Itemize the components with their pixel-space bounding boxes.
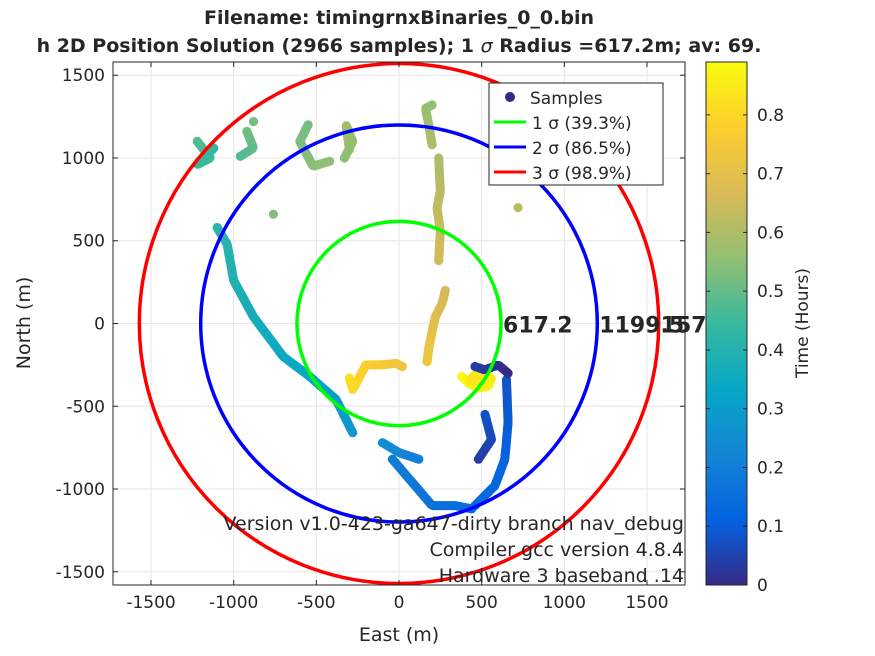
sigma-circle-1 — [295, 219, 503, 428]
y-tick-label: 1500 — [62, 66, 105, 86]
sample-point — [434, 153, 444, 163]
x-tick-label: 1000 — [543, 593, 586, 613]
y-tick-label: -1500 — [56, 563, 105, 583]
sample-point — [503, 368, 513, 378]
y-tick-label: 500 — [73, 232, 105, 252]
subtitle-sigma: σ — [481, 35, 494, 57]
y-tick-label: -1000 — [56, 480, 105, 500]
colorbar-tick-label: 0.8 — [757, 106, 784, 126]
legend-sigma3-label: 3 σ (98.9%) — [532, 164, 632, 184]
x-tick-label: 1500 — [625, 593, 668, 613]
chart-title: Filename: timingrnxBinaries_0_0.bin — [204, 7, 594, 29]
legend-samples-marker — [505, 92, 515, 102]
sample-point — [235, 151, 245, 161]
chart-subtitle: h 2D Position Solution (2966 samples); 1… — [37, 35, 762, 57]
colorbar-tick-label: 0.7 — [757, 165, 784, 185]
colorbar-tick-label: 0.4 — [757, 341, 784, 361]
y-tick-label: 0 — [94, 315, 105, 335]
colorbar — [705, 61, 748, 586]
sample-point — [248, 116, 259, 127]
subtitle-suffix: Radius =617.2m; av: 69. — [493, 35, 762, 57]
sigma-circle-label-1: 617.2 — [503, 314, 573, 339]
colorbar-tick-label: 0.1 — [757, 517, 784, 537]
colorbar-label: Time (Hours) — [793, 268, 813, 379]
sigma-circle-label-2: 1199.5 — [599, 314, 684, 339]
grid — [113, 62, 685, 585]
x-tick-label: -1500 — [126, 593, 175, 613]
x-axis-label: East (m) — [359, 624, 439, 646]
compiler-text: Compiler gcc version 4.8.4 — [429, 539, 684, 561]
y-tick-label: 1000 — [62, 149, 105, 169]
subtitle-prefix: h 2D Position Solution (2966 samples); 1 — [37, 35, 481, 57]
colorbar-tick-label: 0.2 — [757, 458, 784, 478]
sample-point — [348, 428, 358, 438]
axis-ticks: -1500 -1000 -500 0 500 1000 1500 -1500 -1000 -500… — [56, 62, 685, 613]
x-tick-label: 0 — [394, 593, 405, 613]
sample-point — [414, 454, 424, 464]
x-tick-label: -500 — [297, 593, 336, 613]
legend-box — [488, 82, 664, 186]
colorbar-tick-label: 0.5 — [757, 282, 784, 302]
sample-point — [339, 153, 349, 163]
colorbar-ticks: 0 0.1 0.2 0.3 0.4 0.5 0.6 0.7 0.8 — [706, 106, 784, 596]
sample-point — [427, 100, 437, 110]
sample-point — [397, 361, 407, 372]
legend-sigma2-label: 2 σ (86.5%) — [532, 139, 632, 159]
sample-point — [473, 454, 483, 464]
sample-point — [513, 203, 523, 213]
legend-samples-label: Samples — [530, 89, 603, 109]
sample-point — [268, 209, 278, 219]
colorbar-tick-label: 0.6 — [757, 223, 784, 243]
sample-point — [440, 285, 450, 295]
x-tick-label: -1000 — [209, 593, 258, 613]
legend-sigma1-label: 1 σ (39.3%) — [532, 114, 632, 134]
y-axis-label: North (m) — [13, 277, 35, 370]
colorbar-tick-label: 0 — [757, 576, 768, 596]
hardware-text: Hardware 3 baseband .14 — [439, 565, 684, 587]
x-tick-label: 500 — [465, 593, 497, 613]
version-text: Version v1.0-423-ga647-dirty branch nav_… — [224, 513, 684, 535]
sigma-circle-2 — [198, 123, 600, 524]
legend: Samples 1 σ (39.3%) 2 σ (86.5%) 3 σ (98.… — [488, 82, 664, 186]
y-tick-label: -500 — [66, 397, 105, 417]
sample-point — [303, 120, 313, 130]
colorbar-tick-label: 0.3 — [757, 400, 784, 420]
